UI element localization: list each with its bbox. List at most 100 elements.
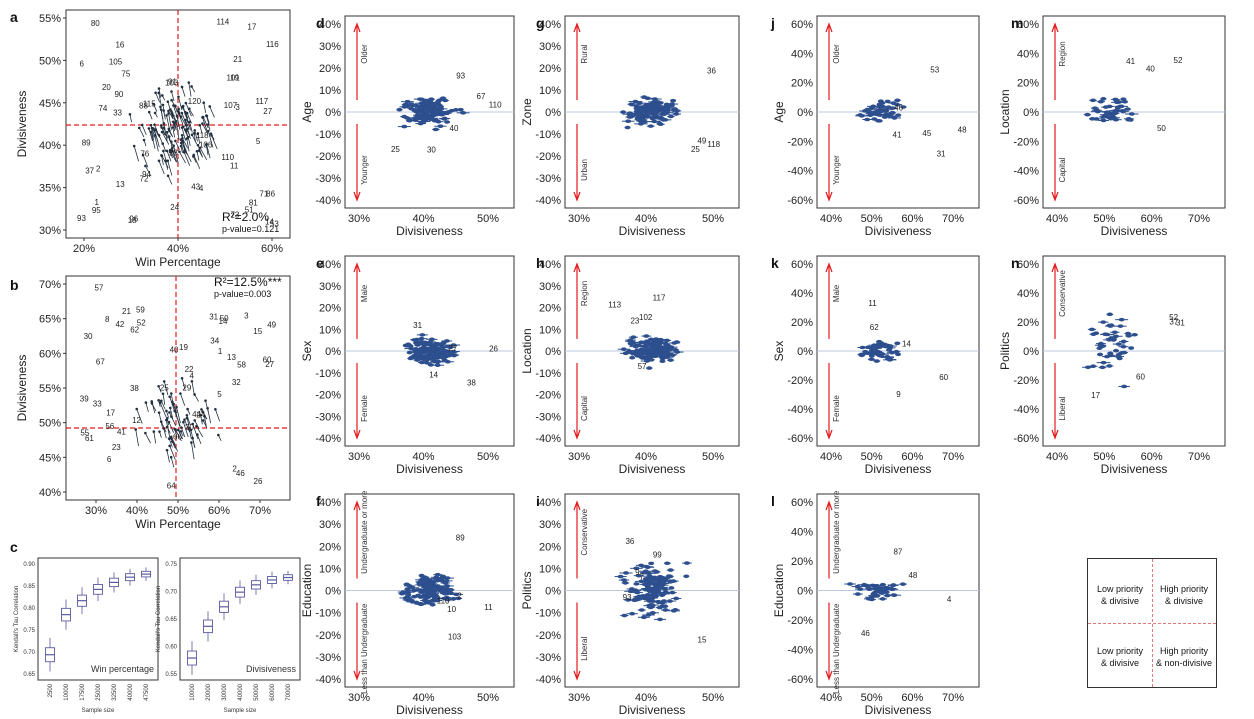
y-tick-label: 45% xyxy=(39,452,61,464)
data-point xyxy=(147,127,151,130)
x-tick-label: 40% xyxy=(635,213,657,225)
trajectory-line xyxy=(211,135,218,150)
data-point xyxy=(1114,100,1121,105)
data-point xyxy=(404,116,411,120)
data-point xyxy=(638,563,645,568)
data-point xyxy=(417,601,424,606)
data-point xyxy=(180,426,183,429)
data-point xyxy=(161,142,165,145)
point-label: 25 xyxy=(691,145,700,154)
data-point xyxy=(407,344,414,348)
y-axis-label: Education xyxy=(772,564,786,617)
data-point xyxy=(1100,97,1107,101)
x-tick-label: 70% xyxy=(1188,213,1210,225)
y-tick-label: -20% xyxy=(1013,136,1039,148)
data-point xyxy=(1097,343,1104,348)
data-point xyxy=(434,596,441,600)
point-label: 16 xyxy=(115,41,124,50)
arrow-head-down xyxy=(1051,191,1059,202)
data-point xyxy=(655,104,662,108)
x-tick-label: 30% xyxy=(568,692,590,704)
data-point xyxy=(173,427,177,431)
point-label: 38 xyxy=(467,379,476,388)
bottom-category-label: Liberal xyxy=(580,637,589,661)
trajectory-line xyxy=(155,92,161,103)
data-point xyxy=(209,132,213,135)
y-tick-label: 50% xyxy=(39,418,61,430)
y-tick-label: 40% xyxy=(539,497,561,509)
point-label: 49 xyxy=(697,136,706,145)
y-tick-label: -20% xyxy=(535,390,561,402)
x-tick-label: 40% xyxy=(167,243,189,255)
point-label: 41 xyxy=(893,130,902,139)
trajectory-line xyxy=(177,429,183,440)
trajectory-line xyxy=(170,457,175,468)
point-label: 57 xyxy=(94,284,103,293)
data-point xyxy=(171,120,175,124)
data-point xyxy=(421,340,428,345)
trajectory-line xyxy=(154,124,161,138)
data-point xyxy=(180,111,184,115)
point-label: 48 xyxy=(958,126,967,135)
legend-bottom-left-line1: Low priority xyxy=(1096,646,1143,656)
x-axis-label: Sample size xyxy=(82,708,115,714)
point-label: 36 xyxy=(625,537,634,546)
data-point xyxy=(170,90,173,93)
arrow-head-up xyxy=(353,22,361,33)
data-point xyxy=(633,566,640,571)
point-label: 41 xyxy=(1126,57,1135,66)
y-tick-label: 10% xyxy=(539,563,561,575)
data-point xyxy=(1117,324,1124,328)
data-point xyxy=(900,105,907,109)
y-tick-label: 60% xyxy=(1017,259,1039,271)
x-tick-label: 40% xyxy=(1046,213,1068,225)
panel-letter: m xyxy=(1011,15,1023,31)
x-axis-label: Win Percentage xyxy=(135,255,221,269)
data-point xyxy=(635,573,642,578)
y-tick-label: 30% xyxy=(539,41,561,53)
panel-a: a 55% 50% 45% 40% 35% 30% 20% 40% 60% Win Percenta… xyxy=(0,0,300,269)
arrow-head-up xyxy=(825,500,833,511)
trajectory-line xyxy=(172,121,176,132)
y-tick-label: 30% xyxy=(319,519,341,531)
data-point xyxy=(638,608,645,612)
panel-letter: g xyxy=(536,15,545,31)
legend-top-right-line2: & divisive xyxy=(1164,596,1203,606)
data-point xyxy=(159,105,162,109)
trajectory-line xyxy=(181,112,187,124)
y-tick-label: 0% xyxy=(1023,107,1039,119)
y-tick-label: 10% xyxy=(319,563,341,575)
data-point xyxy=(450,343,457,347)
data-point xyxy=(620,110,627,114)
trajectory-line xyxy=(166,450,170,463)
point-label: 31 xyxy=(209,312,218,321)
data-point xyxy=(419,333,426,337)
data-point xyxy=(643,357,650,362)
y-axis-label: Kendall's Tau Correlation xyxy=(14,586,20,652)
bottom-category-label: Younger xyxy=(832,155,841,185)
trajectory-line xyxy=(168,421,175,433)
data-point xyxy=(412,350,419,354)
y-tick-label: 0.75 xyxy=(165,562,177,568)
data-point xyxy=(170,98,173,102)
point-label: 118 xyxy=(707,140,720,149)
y-tick-label: 20% xyxy=(791,556,813,568)
data-point xyxy=(657,617,664,622)
point-label: 89 xyxy=(82,139,91,148)
y-tick-label: 30% xyxy=(319,281,341,293)
y-tick-label: 0% xyxy=(797,346,813,358)
point-label: 80 xyxy=(91,19,100,28)
trajectory-line xyxy=(176,406,181,424)
data-point xyxy=(1112,334,1119,339)
data-point xyxy=(142,138,146,142)
y-tick-label: 20% xyxy=(539,303,561,315)
data-point xyxy=(1084,112,1091,117)
point-label: 62 xyxy=(870,323,879,332)
data-point xyxy=(421,593,428,598)
x-tick-label: 47500 xyxy=(144,683,150,700)
data-point xyxy=(167,437,171,440)
trajectory-line xyxy=(185,119,190,130)
panel-letter: k xyxy=(771,255,779,271)
arrow-head-up xyxy=(1051,22,1059,33)
data-point xyxy=(180,134,184,137)
